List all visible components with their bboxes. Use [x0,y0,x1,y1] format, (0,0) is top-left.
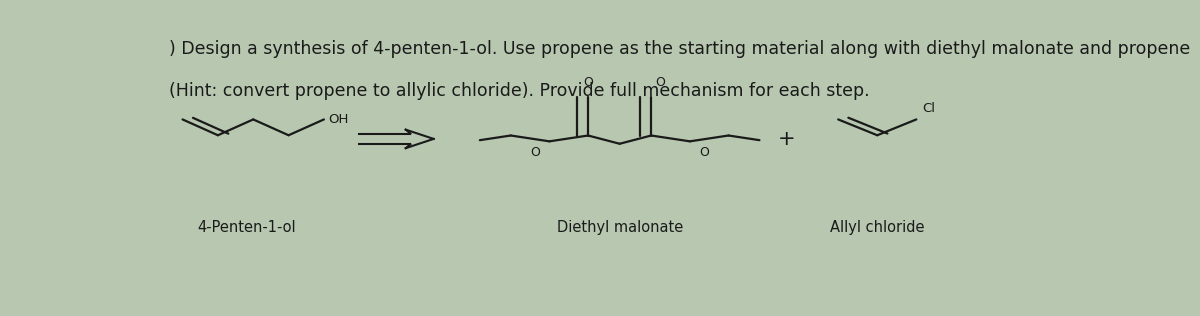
Text: +: + [779,129,796,149]
Text: O: O [583,76,593,89]
Text: (Hint: convert propene to allylic chloride). Provide full mechanism for each ste: (Hint: convert propene to allylic chlori… [168,82,869,100]
Text: O: O [700,146,709,159]
Text: ) Design a synthesis of 4-penten-1-ol. Use propene as the starting material alon: ) Design a synthesis of 4-penten-1-ol. U… [168,40,1190,58]
Text: Cl: Cl [922,101,935,115]
Text: OH: OH [329,113,349,126]
Text: 4-Penten-1-ol: 4-Penten-1-ol [197,221,295,235]
Text: Diethyl malonate: Diethyl malonate [557,221,683,235]
Text: O: O [530,146,540,159]
Text: O: O [655,76,666,89]
Text: Allyl chloride: Allyl chloride [830,221,924,235]
